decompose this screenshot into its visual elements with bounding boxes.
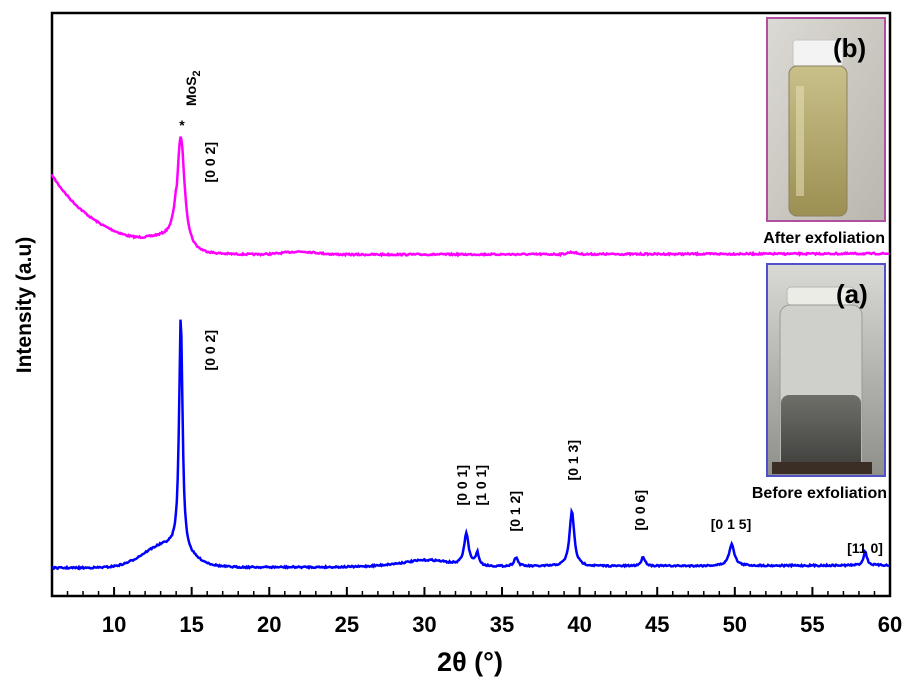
jar-liquid-gray	[781, 395, 861, 470]
peak-label: [0 1 5]	[711, 516, 751, 532]
x-tick-label: 25	[335, 612, 359, 637]
peak-label: [11 0]	[847, 540, 883, 556]
x-tick-label: 40	[567, 612, 591, 637]
y-axis-title: Intensity (a.u)	[13, 237, 36, 374]
x-tick-label: 55	[800, 612, 824, 637]
mos2-label: MoS2	[183, 70, 203, 106]
peak-label: [0 0 1]	[454, 465, 470, 505]
peak-label: [0 1 3]	[565, 440, 581, 480]
peak-label: [0 0 2]	[202, 142, 218, 182]
peak-label: [0 0 2]	[202, 330, 218, 370]
inset-photo-a: (a)	[766, 263, 886, 477]
plot-frame	[50, 11, 892, 598]
inset-b-caption: After exfoliation	[763, 230, 885, 247]
series-line-before-exfoliation	[51, 319, 890, 571]
peak-label: [0 1 2]	[507, 491, 523, 531]
series-line-after-exfoliation	[50, 136, 890, 258]
x-tick-label: 45	[645, 612, 669, 637]
x-axis-ticks: 10 15 20 25 30 35 40 45 50 55 60	[51, 587, 902, 637]
inset-a-label: (a)	[836, 279, 868, 309]
inset-a-caption: Before exfoliation	[752, 485, 887, 502]
x-tick-label: 15	[179, 612, 203, 637]
peak-labels: [0 0 2] [0 0 2] [0 0 1] [1 0 1] [0 1 2] [0 1 …	[202, 142, 883, 556]
peak-label: [1 0 1]	[473, 465, 489, 505]
x-axis-title: 2θ (°)	[437, 647, 503, 677]
x-tick-label: 35	[490, 612, 514, 637]
star-marker: *	[179, 117, 185, 133]
x-tick-label: 20	[257, 612, 281, 637]
x-tick-label: 10	[102, 612, 126, 637]
x-tick-label: 60	[878, 612, 902, 637]
inset-b-label: (b)	[833, 33, 866, 63]
peak-label: [0 0 6]	[632, 490, 648, 530]
x-tick-label: 30	[412, 612, 436, 637]
inset-photo-b: (b)	[766, 17, 886, 222]
x-tick-label: 50	[723, 612, 747, 637]
